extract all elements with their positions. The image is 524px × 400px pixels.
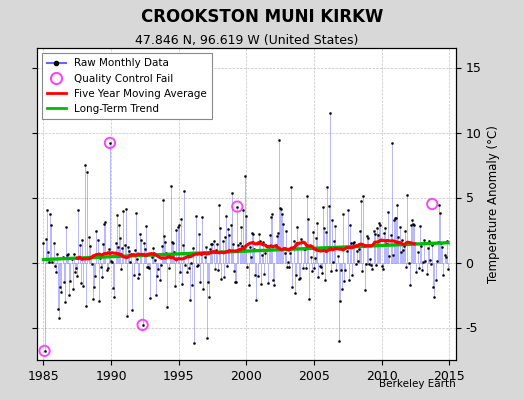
Text: Berkeley Earth: Berkeley Earth xyxy=(379,379,456,389)
Point xyxy=(233,203,242,210)
Legend: Raw Monthly Data, Quality Control Fail, Five Year Moving Average, Long-Term Tren: Raw Monthly Data, Quality Control Fail, … xyxy=(42,53,212,119)
Point xyxy=(138,322,147,328)
Point xyxy=(106,140,114,146)
Y-axis label: Temperature Anomaly (°C): Temperature Anomaly (°C) xyxy=(487,125,500,283)
Point xyxy=(40,348,49,354)
Point xyxy=(428,201,436,207)
Title: 47.846 N, 96.619 W (United States): 47.846 N, 96.619 W (United States) xyxy=(135,34,358,47)
Text: CROOKSTON MUNI KIRKW: CROOKSTON MUNI KIRKW xyxy=(141,8,383,26)
